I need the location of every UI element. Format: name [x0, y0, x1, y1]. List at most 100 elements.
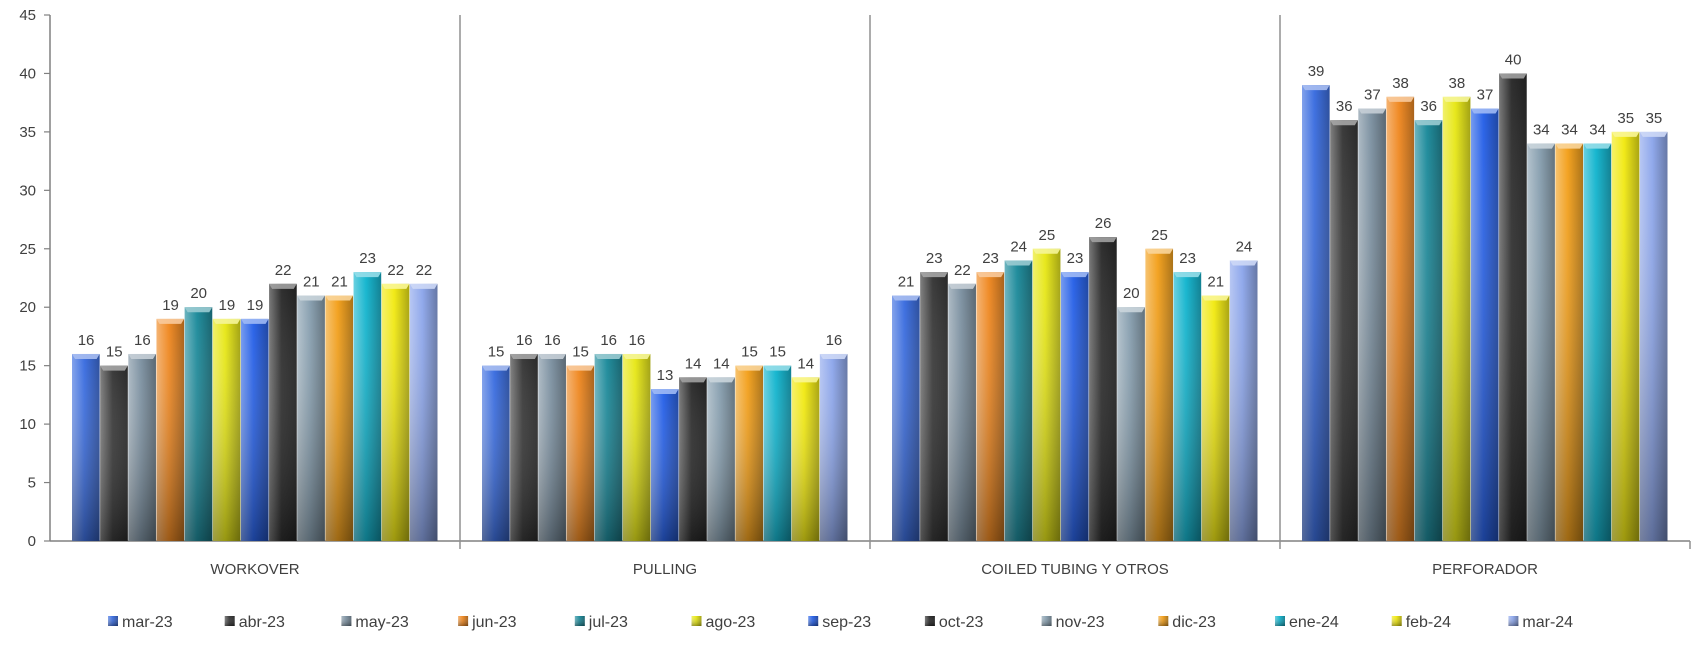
y-tick-label: 15: [19, 358, 36, 375]
bar-shade: [1032, 248, 1061, 541]
data-label: 16: [134, 332, 151, 349]
bar-top-bevel: [791, 377, 820, 383]
bar-shade: [976, 272, 1005, 541]
legend-label: jul-23: [588, 614, 628, 631]
data-label: 13: [657, 367, 674, 384]
data-label: 34: [1561, 122, 1578, 139]
bar-shade: [381, 283, 410, 541]
bar-top-bevel: [1555, 143, 1584, 149]
bar-top-bevel: [735, 365, 764, 371]
bar-top-bevel: [976, 272, 1005, 278]
bar-top-bevel: [1527, 143, 1555, 149]
data-label: 15: [572, 344, 589, 361]
data-label: 37: [1364, 87, 1381, 104]
bar-top-bevel: [325, 295, 354, 301]
legend-swatch-shade: [224, 616, 235, 626]
bar-top-bevel: [269, 283, 297, 289]
legend-label: ago-23: [706, 614, 756, 631]
bar-shade: [100, 365, 128, 541]
legend-label: ene-24: [1289, 614, 1339, 631]
y-tick-label: 20: [19, 299, 36, 316]
bar-top-bevel: [100, 365, 128, 371]
data-label: 15: [769, 344, 786, 361]
legend-swatch-shade: [1275, 616, 1285, 626]
bar-shade: [1004, 260, 1033, 541]
data-label: 25: [1039, 227, 1056, 244]
bar-top-bevel: [1302, 85, 1330, 91]
bar-shade: [1173, 272, 1202, 541]
data-label: 38: [1392, 75, 1409, 92]
bar-top-bevel: [1470, 108, 1499, 114]
bar-shade: [538, 353, 566, 541]
bar-shade: [566, 365, 595, 541]
data-label: 34: [1589, 122, 1606, 139]
y-tick-label: 45: [19, 7, 36, 24]
data-label: 39: [1308, 63, 1325, 80]
bar-shade: [1089, 237, 1117, 542]
bar-top-bevel: [594, 353, 623, 359]
legend-label: feb-24: [1406, 614, 1451, 631]
legend-label: jun-23: [471, 614, 517, 631]
y-tick-label: 10: [19, 416, 36, 433]
bar-shade: [1330, 120, 1358, 541]
data-label: 23: [359, 250, 376, 267]
data-label: 14: [713, 355, 730, 372]
legend-swatch-shade: [924, 616, 935, 626]
data-label: 20: [190, 285, 207, 302]
data-label: 25: [1151, 227, 1168, 244]
legend-swatch-shade: [1508, 616, 1519, 626]
legend-label: oct-23: [939, 614, 984, 631]
bar-top-bevel: [1639, 131, 1668, 137]
bar-shade: [409, 283, 438, 541]
y-tick-label: 30: [19, 182, 36, 199]
data-label: 23: [1067, 250, 1084, 267]
bar-top-bevel: [1032, 248, 1061, 254]
bar-top-bevel: [1060, 272, 1089, 278]
bar-shade: [353, 272, 382, 541]
legend-label: abr-23: [239, 614, 285, 631]
bar-shade: [1386, 96, 1415, 542]
legend-label: may-23: [355, 614, 408, 631]
data-label: 35: [1617, 110, 1634, 127]
data-label: 16: [544, 332, 561, 349]
bar-top-bevel: [707, 377, 735, 383]
bar-shade: [650, 389, 679, 541]
legend-label: nov-23: [1056, 614, 1105, 631]
data-label: 22: [416, 262, 433, 279]
legend-swatch-shade: [691, 616, 702, 626]
data-label: 22: [954, 262, 971, 279]
data-label: 21: [303, 274, 320, 291]
bar-top-bevel: [184, 307, 213, 313]
bar-top-bevel: [1386, 96, 1415, 102]
bar-top-bevel: [538, 353, 566, 359]
data-label: 16: [600, 332, 617, 349]
bar-top-bevel: [353, 272, 382, 278]
data-label: 16: [826, 332, 843, 349]
bar-shade: [240, 318, 269, 541]
data-label: 36: [1336, 98, 1353, 115]
data-label: 22: [387, 262, 404, 279]
bar-top-bevel: [1117, 307, 1145, 313]
data-label: 16: [78, 332, 95, 349]
legend-swatch-shade: [574, 616, 585, 626]
bar-top-bevel: [482, 365, 510, 371]
data-label: 40: [1505, 51, 1522, 68]
bar-top-bevel: [1442, 96, 1471, 102]
category-label: COILED TUBING Y OTROS: [981, 561, 1169, 578]
bar-shade: [156, 318, 185, 541]
bar-top-bevel: [1173, 272, 1202, 278]
data-label: 19: [247, 297, 264, 314]
bar-shade: [1145, 248, 1174, 541]
bar-top-bevel: [763, 365, 792, 371]
legend-swatch-shade: [1041, 616, 1052, 626]
bar-shade: [948, 283, 976, 541]
data-label: 22: [275, 262, 292, 279]
data-label: 14: [685, 355, 702, 372]
y-tick-label: 0: [28, 533, 36, 550]
bar-top-bevel: [240, 318, 269, 324]
data-label: 34: [1533, 122, 1550, 139]
bar-top-bevel: [1330, 120, 1358, 126]
bar-shade: [297, 295, 325, 541]
bar-shade: [920, 272, 948, 541]
bar-top-bevel: [1611, 131, 1640, 137]
